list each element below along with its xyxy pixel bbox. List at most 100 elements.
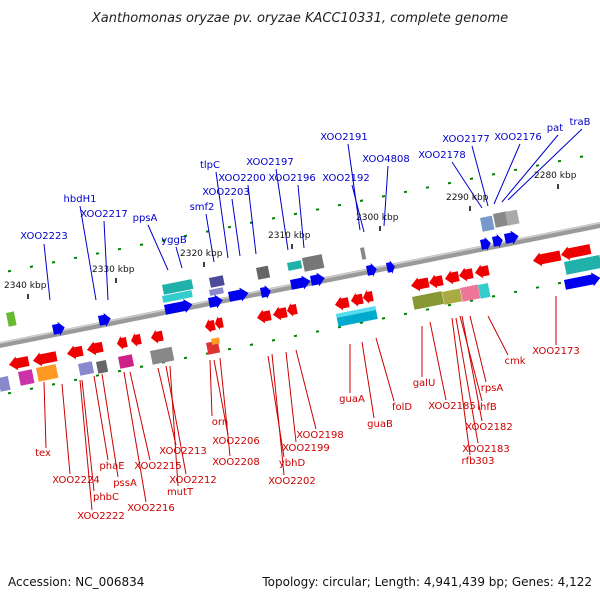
reverse-gene-label: XOO2199 — [282, 443, 329, 454]
reverse-gene-label: XOO2224 — [52, 475, 99, 486]
feature-box — [209, 275, 225, 288]
scale-label: 2320 kbp — [180, 249, 223, 259]
feature-box — [477, 283, 491, 299]
leader-line — [123, 371, 147, 503]
leader-line — [231, 198, 241, 257]
reverse-gene-arrow — [474, 264, 490, 279]
scale-dash-lower — [73, 378, 78, 382]
genome-summary-text: Topology: circular; Length: 4,941,439 bp… — [261, 575, 592, 589]
leader-line — [247, 184, 257, 255]
leader-line — [79, 205, 97, 301]
reverse-gene-label: folD — [392, 402, 412, 413]
scale-dash-lower — [557, 281, 562, 285]
reverse-gene-arrow — [458, 267, 474, 282]
scale-dash-upper — [73, 256, 78, 260]
forward-gene-arrow — [480, 237, 491, 251]
forward-gene-label: XOO2196 — [268, 173, 315, 184]
scale-dash-lower — [249, 343, 254, 346]
scale-dash-upper — [315, 208, 320, 211]
scale-dash-upper — [469, 177, 474, 180]
leader-line — [469, 315, 487, 383]
leader-line — [165, 365, 187, 475]
forward-gene-label: XOO2203 — [202, 187, 249, 198]
scale-dash-upper — [139, 243, 144, 246]
leader-line — [493, 143, 521, 205]
reverse-gene-label: XOO2222 — [77, 511, 124, 522]
reverse-gene-arrow — [350, 292, 364, 307]
leader-line — [347, 143, 361, 231]
scale-dash-lower — [95, 374, 100, 377]
reverse-gene-arrow — [86, 341, 104, 356]
reverse-gene-label: phaE — [99, 461, 124, 472]
scale-dash-upper — [359, 199, 364, 202]
feature-box — [206, 340, 221, 355]
scale-label: 2340 kbp — [4, 281, 47, 291]
reverse-gene-arrow — [362, 290, 374, 304]
leader-line — [507, 128, 583, 201]
reverse-gene-label: tex — [35, 448, 51, 459]
reverse-gene-label: XOO2183 — [462, 444, 509, 455]
forward-gene-label: pat — [547, 123, 563, 134]
forward-gene-label: XOO2192 — [322, 173, 369, 184]
scale-dash-upper — [227, 225, 232, 229]
scale-dash-upper — [381, 195, 386, 198]
scale-dash-lower — [469, 299, 474, 302]
leader-line — [451, 161, 483, 209]
leader-line — [219, 357, 231, 457]
reverse-gene-label: guaA — [339, 394, 365, 405]
scale-dash-lower — [315, 330, 320, 333]
reverse-gene-arrow — [150, 329, 164, 344]
leader-line — [351, 184, 365, 233]
scale-label: 2310 kbp — [268, 231, 311, 241]
scale-dash-upper — [29, 265, 34, 268]
reverse-gene-arrow — [286, 303, 298, 317]
forward-gene-label: yggB — [161, 235, 187, 246]
scale-dash-upper — [425, 186, 430, 189]
leader-line — [487, 315, 509, 356]
scale-label: 2290 kbp — [446, 193, 489, 203]
leader-line — [61, 383, 71, 475]
forward-gene-label: XOO2217 — [80, 209, 127, 220]
scale-dash-lower — [293, 334, 298, 338]
scale-dash-lower — [183, 356, 188, 360]
reverse-gene-label: pssA — [113, 478, 137, 489]
leader-line — [297, 184, 305, 249]
reverse-gene-label: XOO2182 — [465, 422, 512, 433]
feature-box — [493, 211, 510, 228]
feature-box — [479, 215, 495, 232]
scale-dash-upper — [271, 217, 276, 220]
scale-dash-lower — [337, 325, 342, 329]
leader-line — [361, 341, 375, 419]
scale-dash-lower — [425, 308, 430, 311]
feature-box — [564, 254, 600, 275]
reverse-gene-arrow — [560, 244, 592, 261]
reverse-gene-arrows — [8, 244, 592, 371]
feature-box — [301, 254, 325, 272]
feature-box — [460, 284, 481, 302]
scale-label: 2300 kbp — [356, 213, 399, 223]
feature-box — [18, 369, 35, 386]
leader-line — [459, 315, 483, 402]
leader-line — [471, 145, 489, 207]
scale-dash-lower — [491, 295, 496, 298]
leader-line — [169, 365, 179, 487]
reverse-gene-label: guaB — [367, 419, 393, 430]
forward-gene-label: traB — [569, 117, 590, 128]
reverse-gene-label: XOO2185 — [428, 401, 475, 412]
feature-box — [412, 291, 444, 310]
reverse-gene-arrow — [272, 306, 288, 321]
scale-dash-upper — [117, 247, 122, 251]
forward-gene-label: tlpC — [200, 160, 220, 171]
leader-line — [461, 315, 483, 422]
leader-line — [275, 168, 289, 251]
forward-gene-arrow — [564, 272, 600, 290]
leader-line — [43, 381, 47, 449]
scale-dash-lower — [359, 321, 364, 324]
forward-gene-arrow — [290, 275, 311, 290]
forward-gene-arrows — [52, 230, 600, 336]
feature-box — [35, 364, 59, 382]
scale-dash-lower — [535, 286, 540, 289]
leader-line — [93, 375, 109, 461]
reverse-gene-label: XOO2213 — [159, 446, 206, 457]
